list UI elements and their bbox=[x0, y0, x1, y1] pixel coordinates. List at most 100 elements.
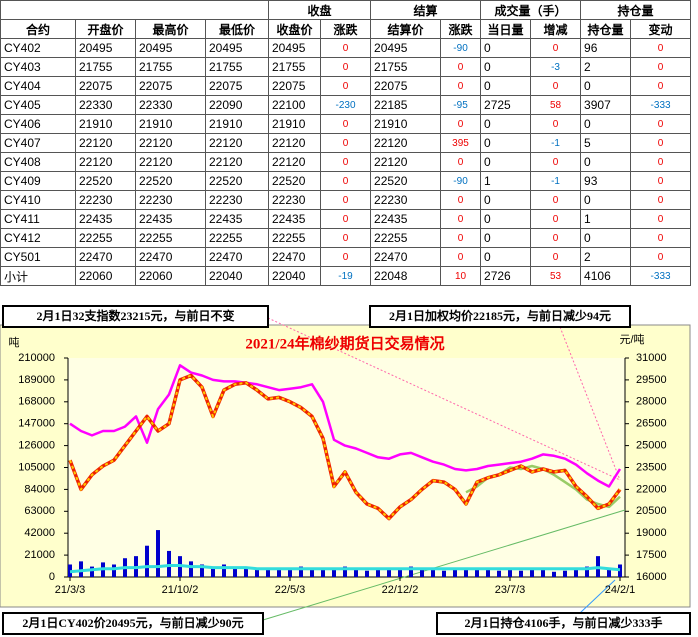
column-header: 最高价 bbox=[135, 19, 206, 39]
number-cell: 0 bbox=[630, 247, 692, 267]
connector bbox=[579, 579, 616, 614]
y-tick-label: 168000 bbox=[18, 396, 55, 408]
data-row: CY406 21910 21910 21910 21910 0 21910 0 0 0 0 0 bbox=[0, 114, 692, 134]
y2-tick-label: 28000 bbox=[636, 396, 667, 408]
number-cell: 22120 bbox=[268, 152, 321, 172]
header-cell bbox=[0, 0, 269, 20]
number-cell: 22090 bbox=[205, 95, 269, 115]
volume-bar bbox=[563, 570, 567, 577]
volume-bar bbox=[288, 567, 292, 577]
volume-bar bbox=[222, 564, 226, 577]
number-cell: 22330 bbox=[75, 95, 136, 115]
number-cell: 22230 bbox=[370, 190, 442, 210]
volume-bar bbox=[442, 570, 446, 577]
column-header: 变动 bbox=[630, 19, 692, 39]
number-cell: 22048 bbox=[370, 266, 442, 286]
volume-bar bbox=[409, 566, 413, 577]
y-tick-label: 21000 bbox=[24, 549, 55, 561]
annotation-box bbox=[369, 305, 631, 328]
number-cell: 22075 bbox=[135, 76, 206, 96]
number-cell: 1 bbox=[480, 171, 532, 191]
volume-bar bbox=[398, 567, 402, 577]
annotation-box bbox=[436, 612, 691, 635]
series-line bbox=[69, 364, 622, 488]
number-cell: 20495 bbox=[268, 38, 321, 58]
number-cell: 0 bbox=[319, 114, 372, 134]
number-cell: 22230 bbox=[205, 190, 269, 210]
data-row: CY407 22120 22120 22120 22120 0 22120 395 0 -1 5 0 bbox=[0, 133, 692, 153]
volume-bar bbox=[112, 564, 116, 577]
number-cell: 3907 bbox=[580, 95, 632, 115]
number-cell: 22075 bbox=[370, 76, 442, 96]
column-header: 结算价 bbox=[370, 19, 442, 39]
contract-cell: CY406 bbox=[0, 114, 76, 134]
number-cell: 22435 bbox=[370, 209, 442, 229]
data-row: CY411 22435 22435 22435 22435 0 22435 0 0 0 1 0 bbox=[0, 209, 692, 229]
y2-tick-label: 16000 bbox=[636, 571, 667, 583]
volume-bar bbox=[156, 530, 160, 577]
contract-cell: CY402 bbox=[0, 38, 76, 58]
volume-bar bbox=[376, 569, 380, 577]
number-cell: 22185 bbox=[370, 95, 442, 115]
contract-cell: CY403 bbox=[0, 57, 76, 77]
number-cell: 22520 bbox=[205, 171, 269, 191]
number-cell: 0 bbox=[480, 76, 532, 96]
volume-bar bbox=[486, 568, 490, 577]
number-cell: 22520 bbox=[75, 171, 136, 191]
number-cell: 21910 bbox=[268, 114, 321, 134]
volume-bar bbox=[211, 566, 215, 577]
number-cell: 22435 bbox=[75, 209, 136, 229]
data-row: CY402 20495 20495 20495 20495 0 20495 -90 0 0 96 0 bbox=[0, 38, 692, 58]
number-cell: 0 bbox=[530, 76, 582, 96]
series-line bbox=[69, 564, 621, 574]
number-cell: 96 bbox=[580, 38, 632, 58]
volume-bar bbox=[541, 569, 545, 577]
number-cell: 0 bbox=[319, 152, 372, 172]
number-cell: 10 bbox=[440, 266, 482, 286]
number-cell: 0 bbox=[480, 152, 532, 172]
volume-bar bbox=[431, 569, 435, 577]
number-cell: 22060 bbox=[135, 266, 206, 286]
number-cell: 0 bbox=[319, 133, 372, 153]
number-cell: 0 bbox=[530, 228, 582, 248]
number-cell: 0 bbox=[440, 247, 482, 267]
number-cell: 22470 bbox=[75, 247, 136, 267]
number-cell: -95 bbox=[440, 95, 482, 115]
number-cell: 0 bbox=[480, 57, 532, 77]
annotation-text: 2月1日持仓4106手，与前日减少333手 bbox=[464, 615, 662, 630]
number-cell: 0 bbox=[580, 152, 632, 172]
column-header: 涨跌 bbox=[319, 19, 372, 39]
number-cell: 0 bbox=[440, 228, 482, 248]
x-tick-label: 21/10/2 bbox=[162, 584, 199, 596]
number-cell: 0 bbox=[319, 247, 372, 267]
y2-tick-label: 23500 bbox=[636, 461, 667, 473]
y-tick-label: 189000 bbox=[18, 374, 55, 386]
number-cell: 0 bbox=[630, 76, 692, 96]
y-tick-label: 147000 bbox=[18, 418, 55, 430]
number-cell: 0 bbox=[580, 228, 632, 248]
contract-cell: CY411 bbox=[0, 209, 76, 229]
number-cell: 20495 bbox=[205, 38, 269, 58]
contract-cell: CY412 bbox=[0, 228, 76, 248]
number-cell: 0 bbox=[630, 209, 692, 229]
contract-cell: CY407 bbox=[0, 133, 76, 153]
volume-bar bbox=[266, 569, 270, 577]
number-cell: 2725 bbox=[480, 95, 532, 115]
y2-tick-label: 25000 bbox=[636, 440, 667, 452]
number-cell: 22120 bbox=[135, 133, 206, 153]
number-cell: 2 bbox=[580, 247, 632, 267]
volume-bar bbox=[552, 571, 556, 577]
volume-bar bbox=[145, 545, 149, 577]
number-cell: 0 bbox=[630, 152, 692, 172]
y-tick-label: 42000 bbox=[24, 527, 55, 539]
volume-bar bbox=[321, 569, 325, 577]
number-cell: 22040 bbox=[205, 266, 269, 286]
number-cell: 20495 bbox=[75, 38, 136, 58]
number-cell: 21755 bbox=[205, 57, 269, 77]
number-cell: -1 bbox=[530, 133, 582, 153]
number-cell: 22075 bbox=[205, 76, 269, 96]
volume-bar bbox=[167, 550, 171, 577]
number-cell: 0 bbox=[580, 114, 632, 134]
connector bbox=[559, 326, 621, 481]
y-tick-label: 63000 bbox=[24, 505, 55, 517]
